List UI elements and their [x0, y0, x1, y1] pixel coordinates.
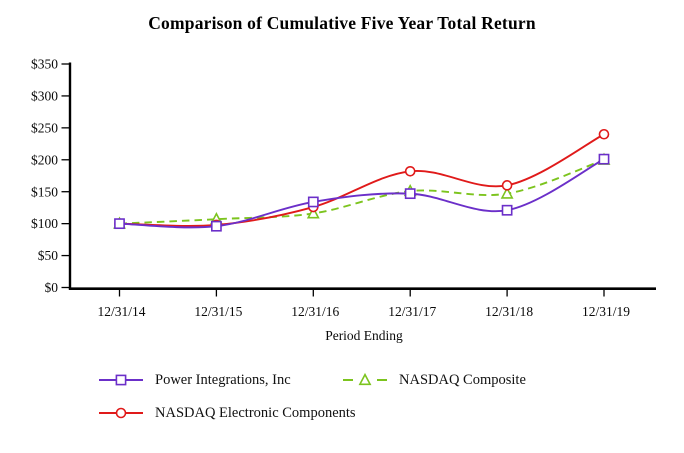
series-marker-circle: [404, 165, 416, 177]
x-tick-label: 12/31/19: [582, 304, 630, 319]
series-marker-square: [598, 153, 610, 165]
y-tick-label: $200: [31, 152, 58, 167]
series-marker-triangle: [358, 372, 372, 386]
legend-label: NASDAQ Electronic Components: [155, 404, 356, 421]
series-marker-circle: [115, 407, 127, 419]
x-tick-label: 12/31/16: [291, 304, 339, 319]
series-marker-square: [114, 218, 125, 230]
y-tick-label: $50: [38, 248, 59, 263]
chart-title: Comparison of Cumulative Five Year Total…: [148, 13, 536, 33]
series-line: [119, 158, 605, 229]
series-line: [119, 158, 605, 225]
series-marker-triangle: [306, 206, 320, 219]
x-tick-label: 12/31/15: [194, 304, 242, 319]
series-marker-triangle: [500, 186, 514, 199]
series-marker-circle: [501, 180, 513, 191]
series-marker-square: [307, 196, 319, 208]
legend-label: Power Integrations, Inc: [155, 371, 291, 388]
series-marker-square: [211, 220, 222, 232]
legend-label: NASDAQ Composite: [399, 371, 526, 388]
x-tick-label: 12/31/17: [388, 304, 436, 319]
legend-swatch: [343, 372, 387, 386]
series-marker-square: [115, 374, 127, 386]
y-tick-label: $350: [31, 57, 58, 72]
chart-canvas: $0 $50 $100 $150 $200 $250 $300 $350 12/31/14 12/…: [31, 57, 656, 343]
series-marker-square: [501, 204, 513, 216]
legend-item: NASDAQ Electronic Components: [98, 404, 356, 422]
y-tick-label: $100: [31, 216, 58, 231]
y-tick-label: $0: [45, 280, 59, 295]
legend-swatch: [99, 374, 143, 386]
x-tick-label: 12/31/14: [97, 304, 145, 319]
series-marker-circle: [598, 128, 610, 140]
x-tick-label: 12/31/18: [485, 304, 533, 319]
y-tick-label: $250: [31, 120, 58, 135]
y-tick-label: $150: [31, 184, 58, 199]
legend-item: NASDAQ Composite: [342, 371, 526, 389]
x-axis-title: Period Ending: [325, 328, 403, 343]
legend-swatch: [99, 407, 143, 419]
series-line: [119, 133, 605, 227]
y-tick-label: $300: [31, 89, 58, 104]
series-marker-square: [404, 188, 416, 200]
legend-item: Power Integrations, Inc: [98, 371, 291, 389]
